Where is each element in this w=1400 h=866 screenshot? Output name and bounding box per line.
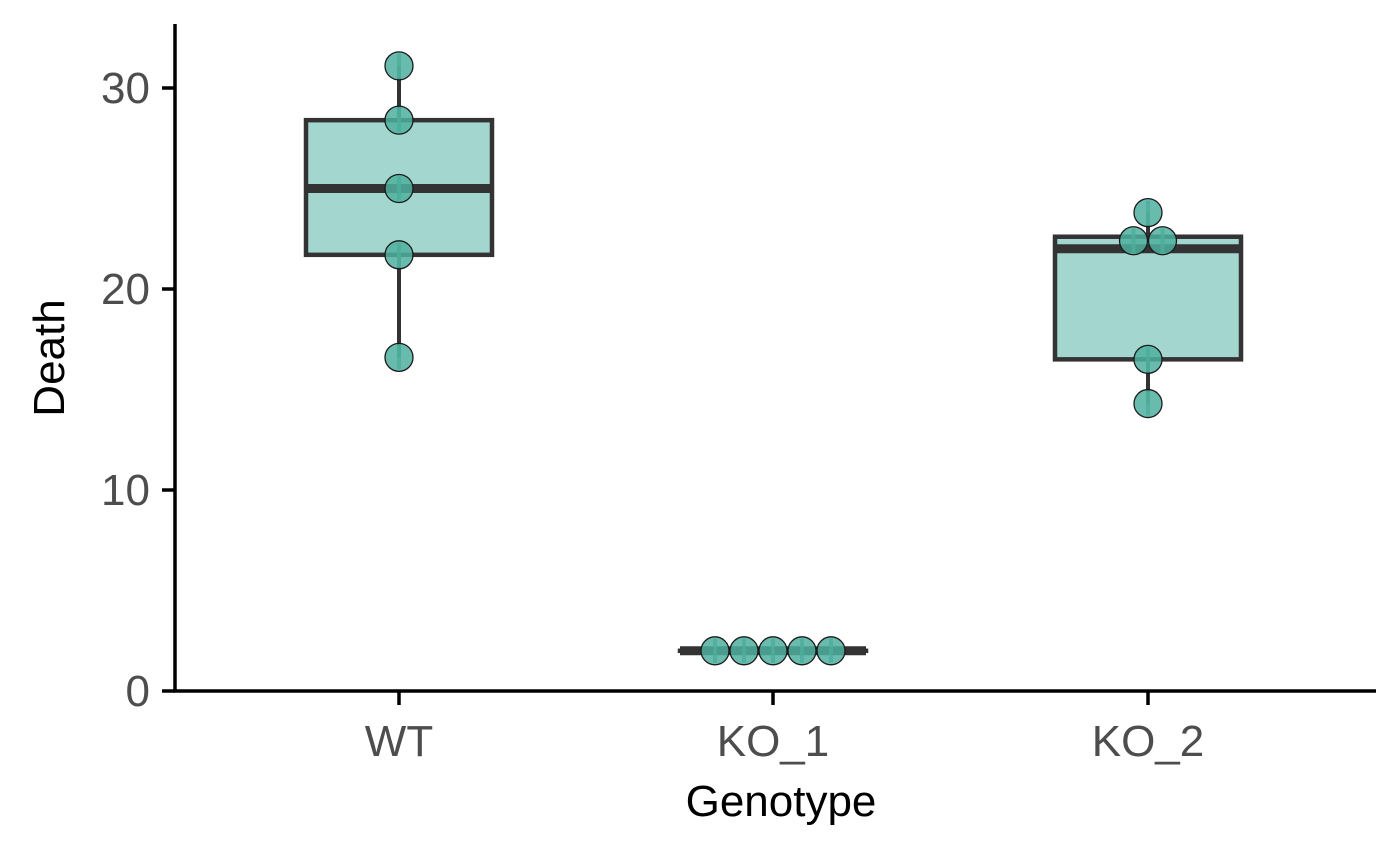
data-point xyxy=(1133,197,1163,228)
data-point xyxy=(1147,226,1178,256)
y-tick-label: 20 xyxy=(101,265,150,314)
x-axis-title: Genotype xyxy=(686,777,877,826)
x-tick-label: WT xyxy=(365,717,433,766)
y-tick-label: 30 xyxy=(101,64,150,113)
data-point xyxy=(816,636,846,666)
points-group-wt xyxy=(384,51,414,372)
data-point xyxy=(758,636,788,666)
data-point xyxy=(384,105,414,135)
data-point xyxy=(1133,388,1163,419)
data-point xyxy=(729,636,759,666)
data-point xyxy=(787,636,817,666)
plot-area xyxy=(303,51,1244,666)
x-tick-label: KO_2 xyxy=(1092,717,1205,766)
y-axis-ticks: 0 10 20 30 xyxy=(101,64,175,716)
y-tick-label: 10 xyxy=(101,466,150,515)
data-point xyxy=(384,240,414,270)
data-point xyxy=(384,173,414,204)
y-tick-label: 0 xyxy=(126,667,150,716)
data-point xyxy=(384,342,414,372)
data-point xyxy=(384,51,414,81)
points-group-ko-1 xyxy=(700,636,846,666)
data-point xyxy=(1133,344,1163,375)
data-point xyxy=(700,636,730,666)
points-group-ko-2 xyxy=(1118,197,1178,419)
box-iqr xyxy=(1052,234,1244,362)
x-tick-label: KO_1 xyxy=(717,717,830,766)
x-axis-ticks: WT KO_1 KO_2 xyxy=(365,691,1204,766)
y-axis-title: Death xyxy=(25,299,74,416)
data-point xyxy=(1118,226,1149,256)
